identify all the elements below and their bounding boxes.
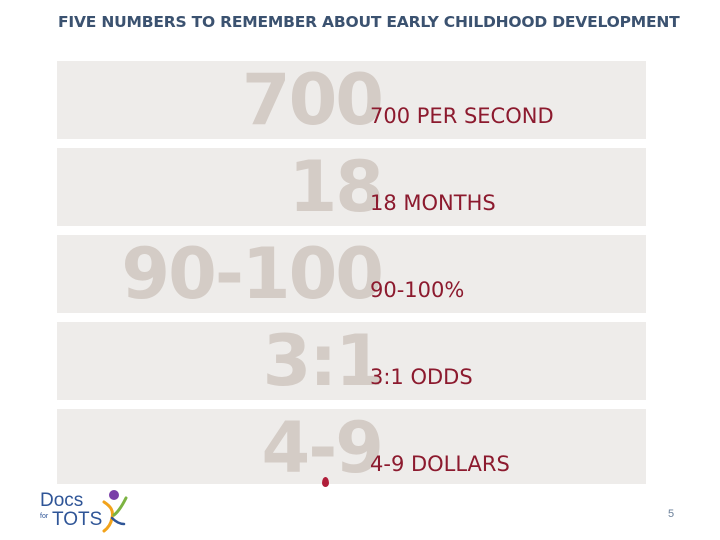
- marker-dot: [322, 477, 329, 487]
- fact-label: 3:1 ODDS: [370, 365, 473, 389]
- fact-big-number: 700: [241, 61, 384, 139]
- fact-label: 18 MONTHS: [370, 191, 496, 215]
- slide-title: FIVE NUMBERS TO REMEMBER ABOUT EARLY CHI…: [58, 13, 680, 31]
- docs-for-tots-logo: Docs for TOTS: [30, 488, 134, 534]
- fact-row: 90-100 90-100%: [57, 235, 646, 313]
- fact-row: 3:1 3:1 ODDS: [57, 322, 646, 400]
- page-number: 5: [668, 508, 675, 520]
- logo-text-for: for: [40, 513, 49, 520]
- fact-label: 700 PER SECOND: [370, 104, 554, 128]
- fact-label: 4-9 DOLLARS: [370, 452, 510, 476]
- child-figure-icon: [102, 490, 128, 533]
- fact-row: 4-9 4-9 DOLLARS: [57, 409, 646, 484]
- fact-label: 90-100%: [370, 278, 465, 302]
- logo-text-tots: TOTS: [52, 509, 103, 530]
- fact-big-number: 4-9: [261, 409, 384, 484]
- fact-big-number: 18: [288, 148, 384, 226]
- fact-big-number: 90-100: [121, 235, 384, 313]
- fact-row: 18 18 MONTHS: [57, 148, 646, 226]
- facts-list: 700 700 PER SECOND 18 18 MONTHS 90-100 9…: [57, 61, 646, 484]
- fact-row: 700 700 PER SECOND: [57, 61, 646, 139]
- logo-text-docs: Docs: [40, 490, 84, 511]
- fact-big-number: 3:1: [262, 322, 384, 400]
